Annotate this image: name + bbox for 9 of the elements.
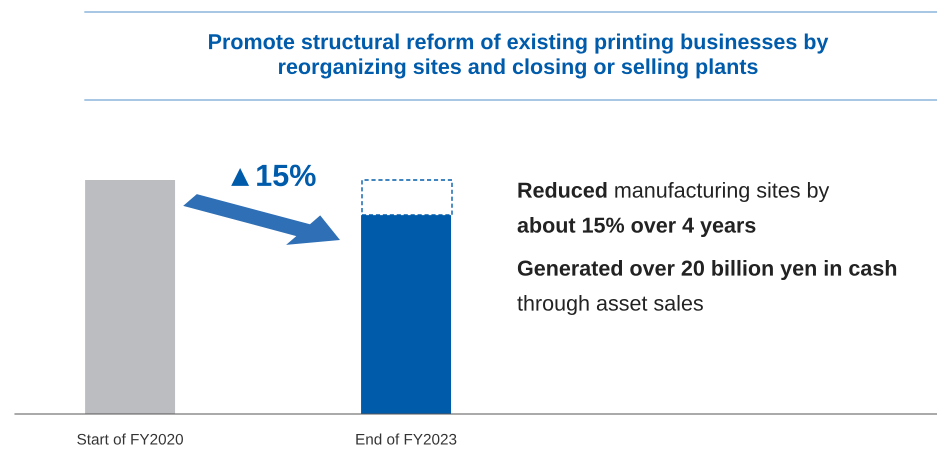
annotation: about 15% over 4 years [518,216,756,238]
annotation: Reduced [518,182,606,198]
x-tick-label: End of FY2023 [356,433,456,445]
annotation: Generated over 20 billion yen in cash [518,260,896,280]
annotation: ▲15% [231,164,316,186]
text: manufacturing sites by [615,182,830,202]
x-tick-label: Start of FY2020 [77,433,183,445]
chart-title: Promote structural reform of existing printing businesses by reorganizing sites and closing or selling plants [209,34,828,78]
annotation: through asset sales [517,294,703,316]
